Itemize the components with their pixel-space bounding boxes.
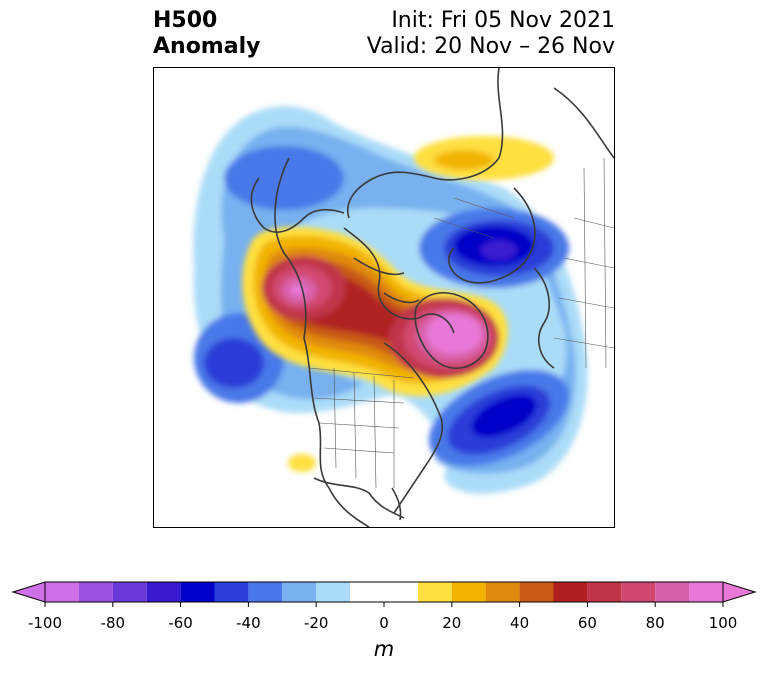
colorbar-segment xyxy=(78,582,113,602)
political-borders xyxy=(308,157,614,489)
colorbar-segment xyxy=(214,582,249,602)
colorbar-segment xyxy=(316,582,351,602)
init-time: Init: Fri 05 Nov 2021 xyxy=(391,8,615,33)
colorbar-segment xyxy=(621,582,656,602)
colorbar-tick-label: 40 xyxy=(510,614,530,632)
mexico-ridge xyxy=(288,454,316,472)
colorbar-tick-label: 80 xyxy=(645,614,665,632)
colorbar-tick-label: 0 xyxy=(379,614,389,632)
colorbar-tick-label: 100 xyxy=(708,614,738,632)
colorbar-segment xyxy=(417,582,452,602)
title-left: H500 Anomaly xyxy=(153,8,260,60)
colorbar-segment xyxy=(689,582,723,602)
colorbar-segment xyxy=(45,582,79,602)
colorbar-segment xyxy=(553,582,588,602)
colorbar-segment xyxy=(587,582,622,602)
colorbar-segment xyxy=(655,582,690,602)
colorbar-segment xyxy=(248,582,283,602)
colorbar-segment xyxy=(485,582,520,602)
colorbar-tick-label: 20 xyxy=(442,614,462,632)
valid-period: Valid: 20 Nov – 26 Nov xyxy=(366,34,615,59)
colorbar-segment xyxy=(180,582,215,602)
colorbar-segment xyxy=(451,582,486,602)
title-field: Anomaly xyxy=(153,34,261,59)
colorbar-tick-label: -40 xyxy=(236,614,261,632)
colorbar-segment xyxy=(146,582,181,602)
colorbar-max-extension xyxy=(722,581,757,603)
colorbar-segment xyxy=(112,582,147,602)
map-svg xyxy=(154,68,614,527)
colorbar xyxy=(11,581,757,607)
colorbar-tick-label: 60 xyxy=(577,614,597,632)
colorbar-tick-label: -60 xyxy=(168,614,193,632)
colorbar-min-extension xyxy=(11,581,46,603)
colorbar-segments xyxy=(45,582,723,602)
colorbar-segment xyxy=(519,582,554,602)
siberia-ridge xyxy=(414,136,554,180)
title-variable: H500 xyxy=(153,8,218,33)
colorbar-units: m xyxy=(373,637,395,661)
anomaly-map xyxy=(153,67,615,528)
title-right: Init: Fri 05 Nov 2021 Valid: 20 Nov – 26… xyxy=(367,8,615,60)
colorbar-tick-label: -20 xyxy=(303,614,329,632)
colorbar-segment xyxy=(282,582,317,602)
colorbar-tick-label: -100 xyxy=(27,614,63,632)
positive-anomaly-ridge xyxy=(242,226,508,397)
colorbar-segment xyxy=(350,582,418,602)
colorbar-tick-label: -80 xyxy=(100,614,126,632)
coastlines xyxy=(250,68,614,527)
colorbar-ticks xyxy=(44,602,724,607)
